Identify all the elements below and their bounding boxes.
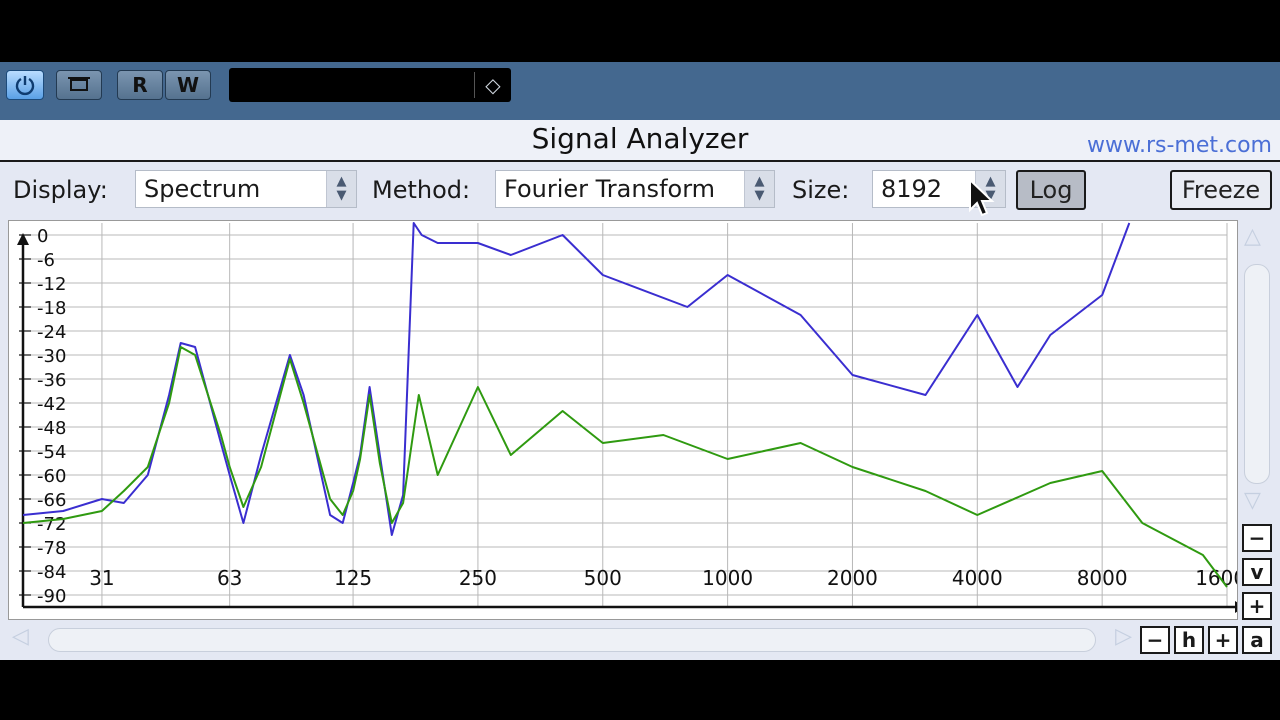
display-combobox[interactable]: Spectrum ▲ ▼ <box>135 170 357 208</box>
x-tick-label: 16000 <box>1195 566 1238 590</box>
x-tick-label: 8000 <box>1077 566 1128 590</box>
preset-dropdown-icon[interactable]: ◇ <box>485 73 501 97</box>
control-row: Display: Spectrum ▲ ▼ Method: Fourier Tra… <box>0 162 1280 220</box>
power-icon <box>15 76 35 96</box>
method-value: Fourier Transform <box>504 175 716 203</box>
y-tick-label: -54 <box>37 442 66 463</box>
log-toggle-button[interactable]: Log <box>1016 170 1086 210</box>
size-value: 8192 <box>881 175 943 203</box>
bypass-button[interactable] <box>56 70 102 100</box>
title-bar: Signal Analyzer www.rs-met.com <box>0 120 1280 162</box>
x-tick-label: 31 <box>89 566 114 590</box>
display-value: Spectrum <box>144 175 261 203</box>
y-tick-label: -6 <box>37 250 55 271</box>
method-combobox[interactable]: Fourier Transform ▲ ▼ <box>495 170 775 208</box>
scroll-right-icon[interactable]: ▷ <box>1115 624 1132 649</box>
y-tick-label: -48 <box>37 418 66 439</box>
x-tick-label: 500 <box>584 566 622 590</box>
vertical-scroll-track[interactable] <box>1244 264 1270 484</box>
method-label: Method: <box>372 176 471 204</box>
x-tick-label: 1000 <box>702 566 753 590</box>
zoom-out-horizontal-button[interactable]: − <box>1140 626 1170 654</box>
scroll-left-icon[interactable]: ◁ <box>12 624 29 649</box>
plugin-title: Signal Analyzer <box>531 122 749 155</box>
y-tick-label: -42 <box>37 394 66 415</box>
series-line-1 <box>22 222 1131 536</box>
y-tick-label: -78 <box>37 538 66 559</box>
horizontal-scrollbar[interactable]: ◁ ▷ <box>8 622 1136 656</box>
x-tick-label: 63 <box>217 566 242 590</box>
x-tick-label: 125 <box>334 566 372 590</box>
x-tick-label: 4000 <box>952 566 1003 590</box>
display-label: Display: <box>13 176 108 204</box>
zoom-all-button[interactable]: a <box>1242 626 1272 654</box>
write-automation-button[interactable]: W <box>165 70 211 100</box>
freeze-button[interactable]: Freeze <box>1170 170 1272 210</box>
x-axis-arrow <box>1235 601 1237 613</box>
spectrum-plot[interactable]: 0 -6 -12 -18 -24 -30 -36 -42 -48 -54 -60 -66 -72 -78 -… <box>8 220 1238 620</box>
y-tick-label: -30 <box>37 346 66 367</box>
method-spinner-icon[interactable]: ▲ ▼ <box>744 171 774 207</box>
zoom-vertical-button[interactable]: v <box>1242 558 1272 586</box>
horizontal-scroll-track[interactable] <box>48 628 1096 652</box>
zoom-in-horizontal-button[interactable]: + <box>1208 626 1238 654</box>
spectrum-chart: 0 -6 -12 -18 -24 -30 -36 -42 -48 -54 -60 -66 -72 -78 -… <box>17 222 1238 613</box>
y-tick-label: -66 <box>37 490 66 511</box>
y-tick-label: -12 <box>37 274 66 295</box>
zoom-in-vertical-button[interactable]: + <box>1242 592 1272 620</box>
y-axis-arrow <box>17 233 29 245</box>
host-toolbar: R W ◇ <box>0 62 1280 110</box>
power-button[interactable] <box>6 70 44 100</box>
website-link[interactable]: www.rs-met.com <box>1087 133 1272 158</box>
host-bar-bottom <box>0 110 1280 120</box>
zoom-out-vertical-button[interactable]: − <box>1242 524 1272 552</box>
y-tick-label: -60 <box>37 466 66 487</box>
size-label: Size: <box>792 176 850 204</box>
scroll-up-icon[interactable]: △ <box>1244 224 1261 249</box>
x-tick-label: 2000 <box>827 566 878 590</box>
x-tick-label: 250 <box>459 566 497 590</box>
signal-analyzer-plugin: Signal Analyzer www.rs-met.com Display: … <box>0 120 1280 660</box>
y-tick-label: -90 <box>37 586 66 607</box>
display-spinner-icon[interactable]: ▲ ▼ <box>326 171 356 207</box>
preset-divider <box>474 72 475 98</box>
read-automation-button[interactable]: R <box>117 70 163 100</box>
zoom-horizontal-button[interactable]: h <box>1174 626 1204 654</box>
mouse-pointer-icon <box>969 178 995 217</box>
bypass-icon <box>68 77 90 91</box>
series-line-2 <box>22 346 1228 588</box>
y-tick-label: -18 <box>37 298 66 319</box>
vertical-scrollbar[interactable]: △ ▽ <box>1240 220 1274 520</box>
y-tick-label: -36 <box>37 370 66 391</box>
y-tick-label: -72 <box>37 514 66 535</box>
y-tick-label: 0 <box>37 226 48 247</box>
y-tick-label: -84 <box>37 562 66 583</box>
y-tick-label: -24 <box>37 322 66 343</box>
preset-selector[interactable]: ◇ <box>229 68 511 102</box>
scroll-down-icon[interactable]: ▽ <box>1244 488 1261 513</box>
